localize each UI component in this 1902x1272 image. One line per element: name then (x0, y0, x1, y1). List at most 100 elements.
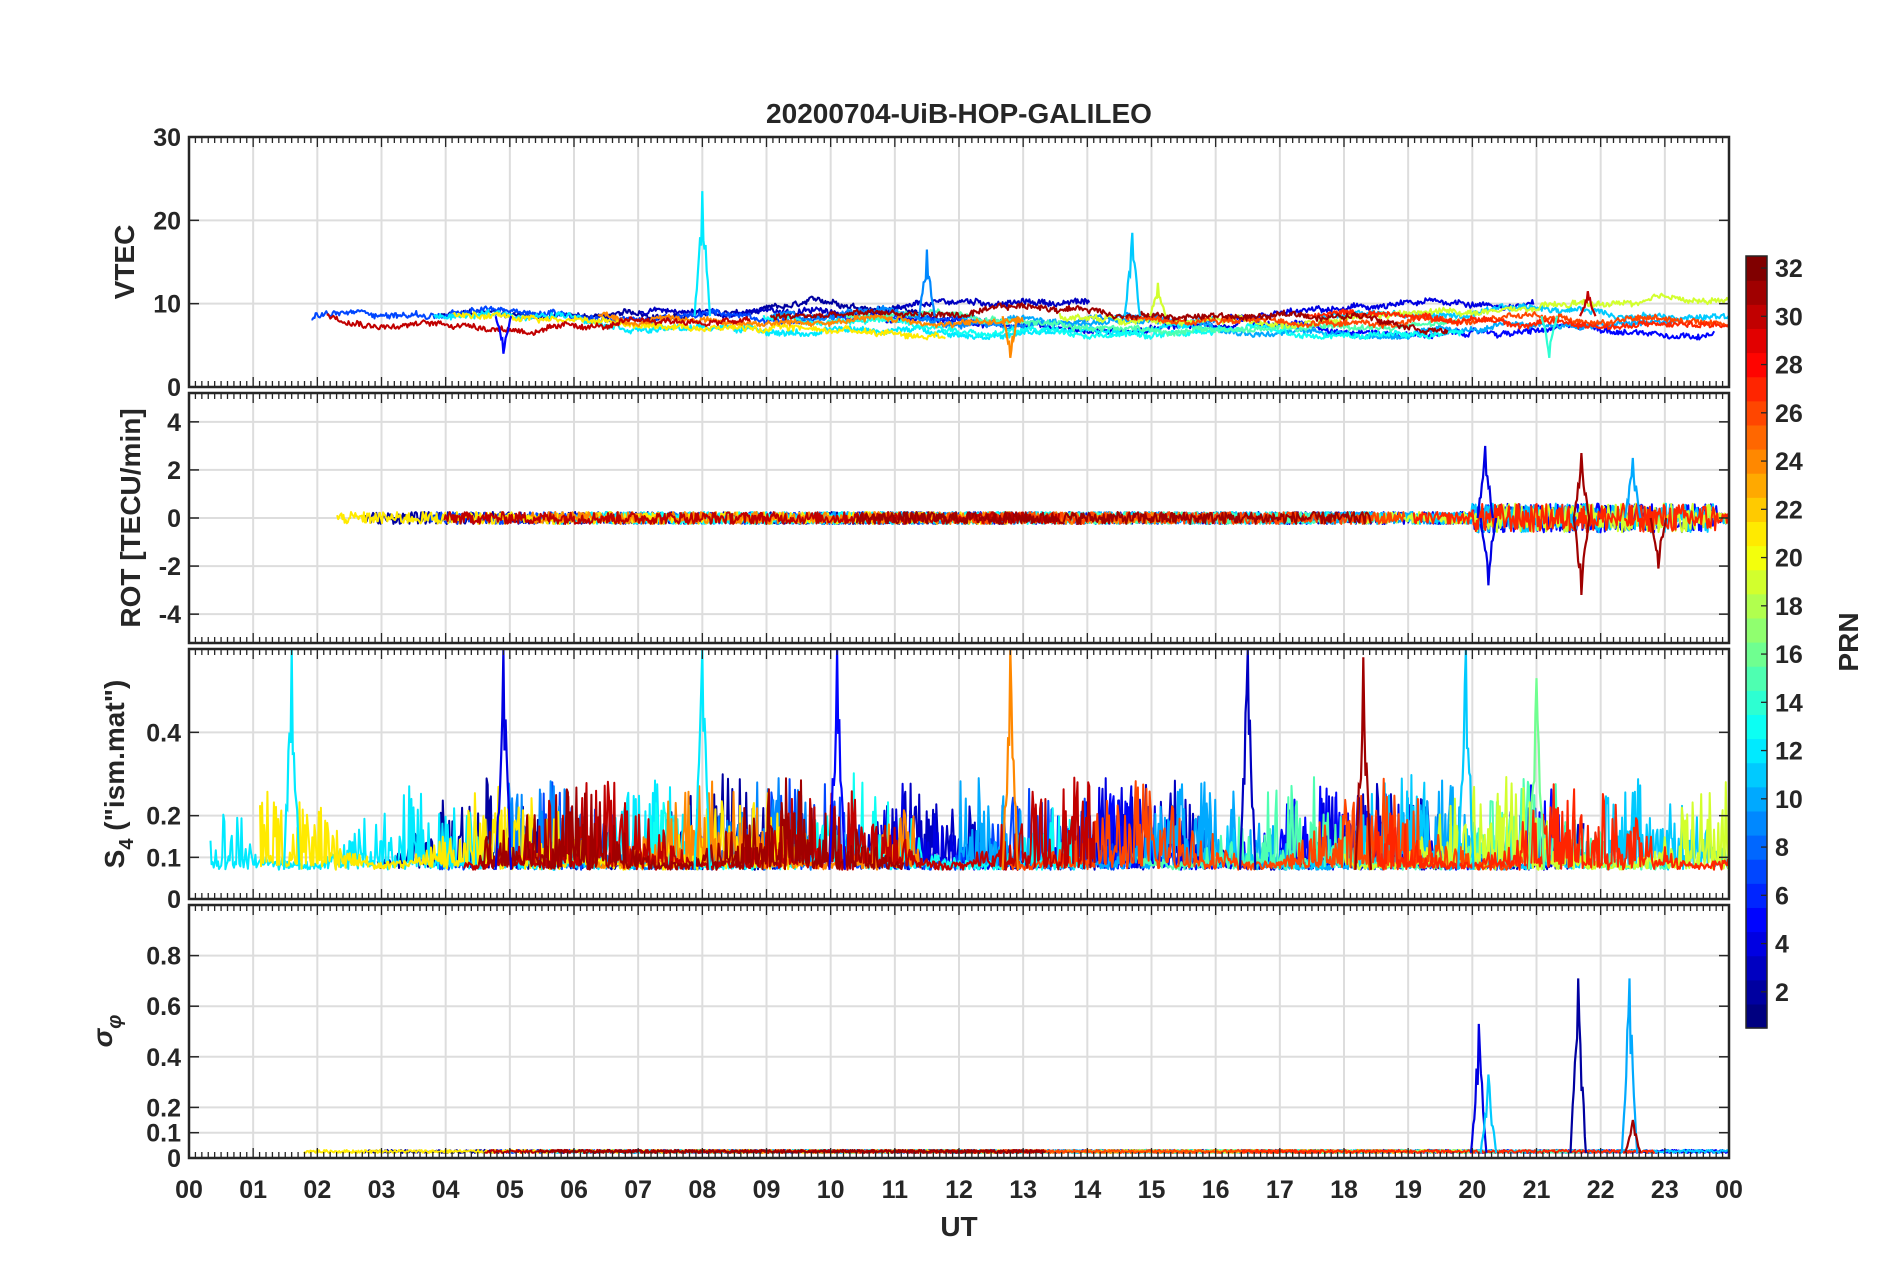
feature-spike-prn-31 (1572, 517, 1591, 595)
feature-spike-prn-4 (1479, 517, 1498, 586)
feature-spike-prn-19 (1149, 282, 1167, 317)
series-line-prn-27 (1373, 783, 1729, 871)
x-axis-label: UT (940, 1211, 977, 1242)
feature-spike-prn-5 (828, 649, 846, 870)
feature-spike-prn-11 (1457, 649, 1475, 870)
x-tick-label: 23 (1651, 1176, 1679, 1204)
colorbar-cell (1746, 883, 1767, 908)
sigma-ylabel: σφ (87, 1015, 126, 1048)
colorbar-cell (1746, 835, 1767, 860)
colorbar-cell (1746, 738, 1767, 764)
colorbar-cell (1746, 642, 1767, 667)
feature-spike-prn-14 (1540, 315, 1559, 358)
colorbar-cell (1746, 304, 1767, 329)
series-line-prn-31 (478, 777, 905, 871)
colorbar-cell (1746, 280, 1767, 305)
feature-spike-prn-31 (1623, 1119, 1642, 1154)
colorbar-cell (1746, 593, 1767, 619)
rot-axes-frame (187, 391, 1731, 645)
y-tick-label: 0.6 (146, 993, 181, 1021)
series-line-prn-31 (855, 511, 1372, 525)
colorbar-cell (1746, 617, 1767, 643)
colorbar-cell (1746, 569, 1767, 595)
vtec-series (311, 191, 1729, 358)
x-tick-label: 13 (1009, 1176, 1037, 1204)
x-tick-label: 03 (368, 1176, 396, 1204)
sigma-ylabel-main: σ (87, 1027, 118, 1047)
y-tick-label: 0 (167, 886, 181, 914)
x-tick-label: 00 (175, 1176, 203, 1204)
colorbar-tick-label: 32 (1775, 255, 1803, 283)
feature-spike-prn-24 (1001, 315, 1020, 358)
y-tick-label: 0.4 (146, 719, 181, 747)
colorbar-tick-label: 10 (1775, 786, 1803, 814)
y-tick-label: 0.8 (146, 943, 181, 971)
y-tick-label: 0 (167, 505, 181, 533)
colorbar-cell (1746, 1003, 1767, 1029)
sigma-axes-frame (187, 903, 1731, 1160)
y-tick-label: 30 (153, 124, 181, 152)
series-line-prn-12 (209, 779, 701, 871)
vtec-axes-frame (187, 135, 1731, 389)
colorbar-label: PRN (1833, 612, 1864, 671)
feature-spike-prn-10 (1623, 457, 1642, 519)
s4-ylabel-main: S (99, 850, 130, 869)
feature-spike-prn-31 (1354, 657, 1373, 870)
colorbar-tick-label: 16 (1775, 641, 1803, 669)
colorbar-cell (1746, 810, 1767, 836)
feature-spike-prn-24 (1001, 649, 1020, 870)
y-tick-label: 0.1 (146, 844, 181, 872)
colorbar-cell (1746, 352, 1767, 378)
s4-ylabel-rest: ("ism.mat") (99, 680, 130, 839)
x-tick-label: 17 (1266, 1176, 1294, 1204)
x-tick-label: 04 (432, 1176, 460, 1204)
x-tick-label: 20 (1458, 1176, 1486, 1204)
feature-spike-prn-30 (1579, 291, 1597, 317)
colorbar-cell (1746, 256, 1767, 281)
colorbar-cell (1746, 714, 1767, 740)
colorbar-cell (1746, 497, 1767, 522)
colorbar-tick-label: 12 (1775, 738, 1803, 766)
panel-sigma-phi: 00.10.2 0.4 0.6 0.8 σφ (87, 903, 1731, 1173)
vtec-ylabel: VTEC (109, 225, 140, 300)
sigma-ylabel-sub: φ (104, 1015, 126, 1029)
panel-rot: -4 -2 0 2 4 ROT [TECU/min] (115, 391, 1731, 645)
colorbar-cell (1746, 859, 1767, 884)
s4-ylabel: S4 ("ism.mat") (99, 680, 138, 869)
colorbar-tick-label: 2 (1775, 979, 1789, 1007)
x-tick-label: 06 (560, 1176, 588, 1204)
y-tick-label: 0 (167, 1145, 181, 1173)
colorbar-tick-label: 24 (1775, 448, 1803, 476)
chart-title: 20200704-UiB-HOP-GALILEO (766, 98, 1152, 129)
x-tick-label: 15 (1138, 1176, 1166, 1204)
feature-spike-prn-4 (1476, 445, 1494, 519)
feature-spike-prn-12 (693, 191, 712, 317)
feature-spike-prn-31 (1572, 453, 1591, 519)
y-tick-label: 0.4 (146, 1044, 181, 1072)
panel-s4: 0 0.1 0.2 0.4 S4 ("ism.mat") (99, 647, 1731, 914)
colorbar-cell (1746, 545, 1767, 571)
y-tick-label: 0.1 (146, 1120, 181, 1148)
colorbar-tick-label: 8 (1775, 834, 1789, 862)
x-axis-ticklabels: 00 01 02 03 04 05 06 07 08 09 10 11 12 13 14 15 16 17 18 19… (175, 1176, 1743, 1204)
x-tick-label: 00 (1715, 1176, 1743, 1204)
colorbar-tick-label: 14 (1775, 689, 1803, 717)
x-tick-label: 09 (753, 1176, 781, 1204)
feature-spike-prn-31 (1649, 517, 1668, 569)
colorbar-cell (1746, 328, 1767, 354)
colorbar-tick-label: 26 (1775, 400, 1803, 428)
colorbar-cell (1746, 907, 1767, 933)
rot-series (336, 445, 1729, 595)
feature-spike-prn-11 (1479, 1074, 1498, 1154)
colorbar-cell (1746, 449, 1767, 474)
colorbar-cell (1746, 666, 1767, 691)
s4-ylabel-sub: 4 (116, 838, 138, 850)
y-tick-label: 10 (153, 291, 181, 319)
x-tick-label: 16 (1202, 1176, 1230, 1204)
y-tick-label: -2 (159, 553, 181, 581)
series-line-prn-24 (597, 311, 1024, 329)
x-tick-label: 05 (496, 1176, 524, 1204)
feature-spike-prn-5 (494, 315, 513, 354)
